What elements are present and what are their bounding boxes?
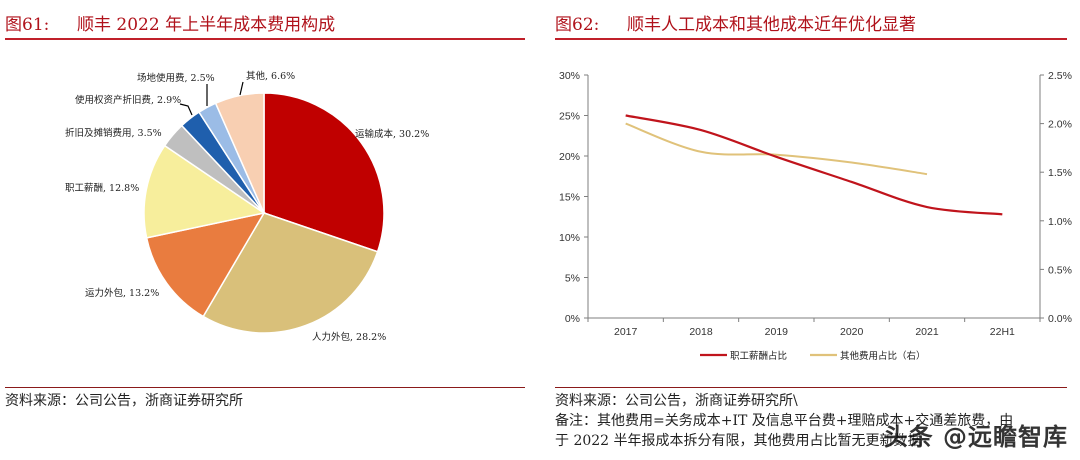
right-axis-tick-label: 2.5% — [1048, 70, 1072, 82]
right-source-text: 资料来源：公司公告，浙商证券研究所\ — [555, 393, 798, 409]
right-figure-title-text: 顺丰人工成本和其他成本近年优化显著 — [627, 15, 916, 35]
pie-slice-label: 使用权资产折旧费, 2.9% — [75, 94, 181, 106]
pie-slice-label: 人力外包, 28.2% — [312, 331, 386, 343]
left-axis-tick-label: 5% — [565, 273, 580, 285]
x-axis-tick-label: 2018 — [689, 326, 713, 338]
x-axis-tick-label: 2020 — [840, 326, 864, 338]
leader-line — [239, 81, 244, 96]
pie-slice — [214, 92, 265, 214]
x-axis-tick-label: 2019 — [765, 326, 789, 338]
line-chart: 0% 5% 10% 15% 20% 25% 30% 0.0% 0.5% 1.0% 1.5% 2.0% 2… — [559, 70, 1072, 362]
legend-label: 职工薪酬占比 — [730, 350, 787, 362]
pie-slice — [143, 144, 266, 239]
left-axis-tick-label: 0% — [565, 313, 580, 325]
leader-line — [179, 103, 193, 116]
left-figure-panel: 图61: 顺丰 2022 年上半年成本费用构成 运输成本, 30.2% 人力外包, … — [5, 10, 525, 409]
right-note-line-1: 备注：其他费用=关务成本+IT 及信息平台费+理赔成本+交通差旅费，由 — [555, 413, 1014, 429]
left-source-rule — [5, 387, 525, 388]
left-figure-title: 图61: 顺丰 2022 年上半年成本费用构成 — [5, 10, 335, 35]
left-figure-number: 图61: — [5, 15, 50, 35]
left-axis-tick-label: 15% — [559, 192, 580, 204]
right-axis-tick-label: 2.0% — [1048, 119, 1072, 131]
right-figure-number: 图62: — [555, 15, 600, 35]
x-axis-tick-label: 2017 — [614, 326, 638, 338]
left-title-rule — [5, 38, 525, 40]
pie-slice — [263, 92, 385, 253]
legend-label: 其他费用占比（右） — [840, 350, 926, 362]
left-source-text: 资料来源：公司公告，浙商证券研究所 — [5, 393, 243, 409]
watermark: 头条 @远瞻智库 — [883, 423, 1068, 451]
pie-slice-label: 折旧及摊销费用, 3.5% — [65, 127, 162, 139]
pie-slice-label: 运力外包, 13.2% — [85, 287, 159, 299]
left-axis-tick-label: 30% — [559, 70, 580, 82]
pie-slice-label: 职工薪酬, 12.8% — [65, 182, 139, 194]
right-title-rule — [555, 38, 1067, 40]
pie-slice-label: 场地使用费, 2.5% — [137, 72, 215, 84]
right-axis-tick-label: 1.5% — [1048, 167, 1072, 179]
x-axis-tick-label: 22H1 — [990, 326, 1015, 338]
right-note-line-2: 于 2022 半年报成本拆分有限，其他费用占比暂无更新数据 — [555, 433, 922, 449]
right-axis-tick-label: 0.5% — [1048, 264, 1072, 276]
left-axis-tick-label: 20% — [559, 151, 580, 163]
x-axis-tick-label: 2021 — [915, 326, 939, 338]
left-axis-tick-label: 10% — [559, 232, 580, 244]
left-figure-title-text: 顺丰 2022 年上半年成本费用构成 — [77, 15, 336, 35]
pie-slice-label: 运输成本, 30.2% — [355, 128, 429, 140]
pie-slice — [145, 211, 266, 318]
right-source-rule — [555, 387, 1067, 388]
right-axis-tick-label: 0.0% — [1048, 313, 1072, 325]
series-line-other-expenses — [625, 122, 928, 176]
series-line-staff-salary — [625, 114, 1003, 216]
right-figure-title: 图62: 顺丰人工成本和其他成本近年优化显著 — [555, 10, 916, 35]
right-axis-tick-label: 1.0% — [1048, 216, 1072, 228]
pie-slice-label: 其他, 6.6% — [246, 70, 295, 82]
left-axis-tick-label: 25% — [559, 111, 580, 123]
pie-chart: 运输成本, 30.2% 人力外包, 28.2% 运力外包, 13.2% 职工薪酬, 1… — [65, 70, 429, 343]
right-figure-panel: 图62: 顺丰人工成本和其他成本近年优化显著 0% 5% 10% 15% 20% 25% 30… — [540, 0, 1080, 460]
